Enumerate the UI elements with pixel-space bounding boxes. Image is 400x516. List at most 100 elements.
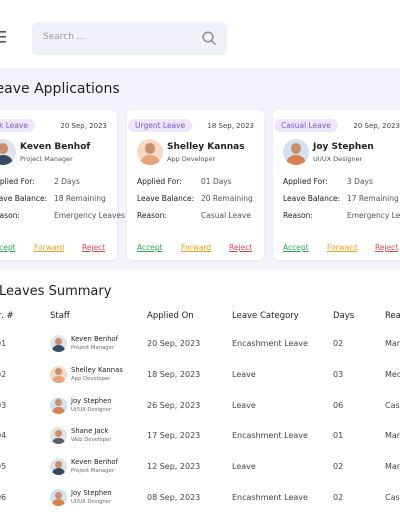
reason: Mar xyxy=(385,462,400,472)
serial: 06 xyxy=(0,493,7,502)
column-header: Rea xyxy=(385,311,400,321)
search-box[interactable]: Search ... xyxy=(32,22,227,55)
staff-role: UI/UX Designer xyxy=(313,155,363,163)
avatar-body xyxy=(52,375,65,383)
leave-card: Casual Leave 20 Sep, 2023 Joy Stephen UI/UX… xyxy=(273,110,400,260)
avatar-face xyxy=(55,429,62,438)
category: Leave xyxy=(232,369,256,379)
serial: 05 xyxy=(0,462,7,472)
date: 20 Sep, 2023 xyxy=(353,122,400,130)
leave-card: Sick Leave 20 Sep, 2023 Keven Benhof Projec… xyxy=(0,110,125,260)
search-icon[interactable] xyxy=(202,31,217,46)
forward-link[interactable]: Forward xyxy=(34,243,65,252)
applied-on: 26 Sep, 2023 xyxy=(147,400,201,410)
reason: Med xyxy=(385,369,400,379)
avatar-face xyxy=(55,399,62,407)
category: Encashment Leave xyxy=(232,493,308,502)
staff-name: Joy Stephen xyxy=(71,489,112,497)
staff-name: Shane Jack xyxy=(71,427,109,436)
field-label: Reason: xyxy=(0,211,20,220)
accept-link[interactable]: Accept xyxy=(0,243,16,252)
avatar xyxy=(50,365,67,383)
top-bar: Search ... xyxy=(0,0,400,68)
avatar xyxy=(50,396,67,414)
field-value: 18 Remaining xyxy=(54,194,106,203)
staff-role: Web Developer xyxy=(71,437,112,444)
field-label: Applied For: xyxy=(137,177,182,186)
avatar xyxy=(50,335,67,352)
forward-link[interactable]: Forward xyxy=(181,243,212,252)
avatar xyxy=(0,139,16,165)
days: 02 xyxy=(333,339,344,348)
days: 02 xyxy=(333,493,344,502)
column-header: Applied On xyxy=(147,311,194,321)
category: Leave xyxy=(232,400,256,410)
avatar xyxy=(283,139,309,165)
field-label: Reason: xyxy=(283,211,313,220)
column-header: Sr. # xyxy=(0,311,14,321)
avatar-body xyxy=(52,437,65,445)
avatar xyxy=(137,139,163,165)
staff-role: App Developer xyxy=(71,375,111,382)
field-value: Emergency Leaves xyxy=(347,211,400,220)
accept-link[interactable]: Accept xyxy=(137,243,163,252)
reject-link[interactable]: Reject xyxy=(375,243,399,252)
field-value: Casual Leave xyxy=(201,211,251,220)
avatar-face xyxy=(0,142,9,154)
category: Encashment Leave xyxy=(232,339,308,348)
applied-on: 17 Sep, 2023 xyxy=(147,431,201,441)
days: 01 xyxy=(333,431,344,441)
leave-type-tag: Urgent Leave xyxy=(128,119,193,132)
staff-name: Keven Benhof xyxy=(71,335,118,343)
avatar-body xyxy=(0,154,13,165)
field-label: Leave Balance: xyxy=(0,194,48,203)
applied-on: 08 Sep, 2023 xyxy=(147,493,201,502)
field-value: 2 Days xyxy=(54,177,80,186)
staff-name: Shelley Kannas xyxy=(71,365,123,374)
search-placeholder: Search ... xyxy=(43,32,86,42)
field-value: 20 Remaining xyxy=(201,194,253,203)
avatar-face xyxy=(290,142,302,154)
section-title: Leaves Summary xyxy=(0,284,112,299)
reject-link[interactable]: Reject xyxy=(229,243,253,252)
menu-icon[interactable] xyxy=(0,30,8,44)
field-label: Reason: xyxy=(137,211,167,220)
days: 06 xyxy=(333,400,344,410)
avatar-body xyxy=(52,499,65,506)
column-header: Staff xyxy=(50,311,70,321)
avatar-face xyxy=(55,368,62,376)
column-header: Leave Category xyxy=(232,311,299,321)
serial: 01 xyxy=(0,339,7,348)
field-label: Leave Balance: xyxy=(283,194,341,203)
forward-link[interactable]: Forward xyxy=(327,243,358,252)
avatar-face xyxy=(55,460,62,468)
field-label: Applied For: xyxy=(283,177,328,186)
avatar-body xyxy=(140,154,160,165)
leave-type-tag: Casual Leave xyxy=(274,119,338,132)
applied-on: 12 Sep, 2023 xyxy=(147,462,201,472)
reject-link[interactable]: Reject xyxy=(82,243,106,252)
avatar xyxy=(50,427,67,445)
category: Leave xyxy=(232,462,256,472)
applied-on: 20 Sep, 2023 xyxy=(147,339,201,348)
accept-link[interactable]: Accept xyxy=(283,243,309,252)
category: Encashment Leave xyxy=(232,431,308,441)
serial: 02 xyxy=(0,369,7,379)
serial: 04 xyxy=(0,431,7,441)
field-value: 3 Days xyxy=(347,177,373,186)
days: 03 xyxy=(333,369,344,379)
section-title: Leave Applications xyxy=(0,81,120,97)
avatar-face xyxy=(55,491,62,499)
avatar-body xyxy=(52,468,65,476)
staff-name: Keven Benhof xyxy=(20,142,91,152)
reason: Mar xyxy=(385,339,400,348)
staff-name: Joy Stephen xyxy=(71,396,112,405)
field-value: 17 Remaining xyxy=(347,194,399,203)
staff-name: Keven Benhof xyxy=(71,458,118,467)
leave-card: Urgent Leave 18 Sep, 2023 Shelley Kannas Ap… xyxy=(127,110,264,260)
avatar xyxy=(50,489,67,506)
staff-role: Project Manager xyxy=(71,468,115,475)
leave-type-tag: Sick Leave xyxy=(0,119,36,132)
date: 20 Sep, 2023 xyxy=(60,122,107,130)
